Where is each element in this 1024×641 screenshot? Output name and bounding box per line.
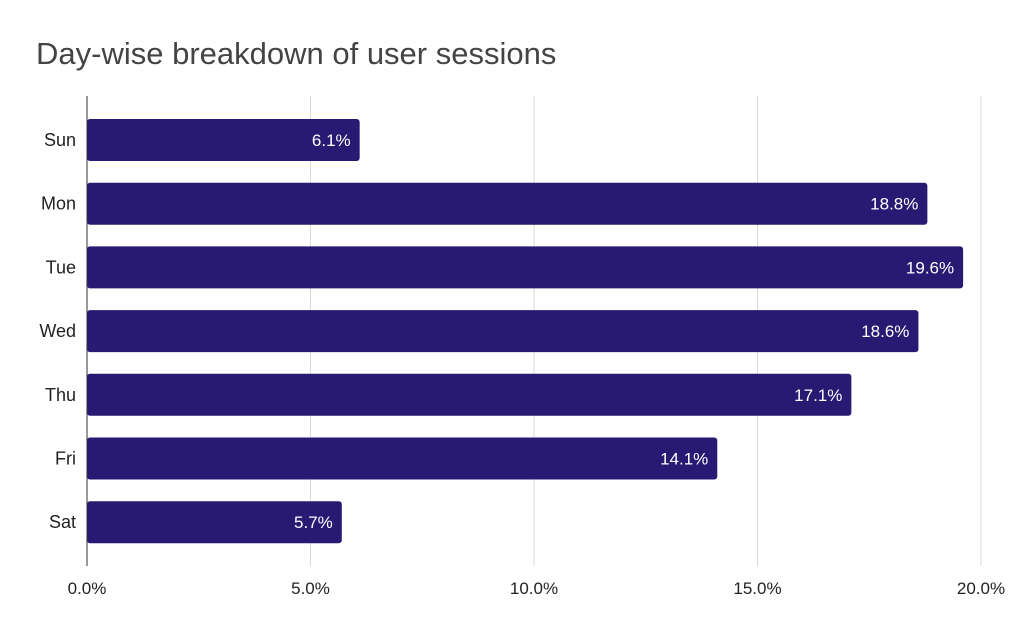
bar-wed [87,310,919,353]
category-label-sun: Sun [44,130,76,150]
bar-sun [87,119,360,161]
chart-title: Day-wise breakdown of user sessions [36,36,557,71]
bar-tue [87,246,964,289]
bar-thu [87,373,852,416]
category-label-wed: Wed [39,321,76,341]
data-label-tue: 19.6% [906,258,954,277]
data-label-wed: 18.6% [861,322,909,341]
data-label-mon: 18.8% [870,195,918,214]
bar-fri [87,437,718,480]
category-label-mon: Mon [41,194,76,214]
bar-sat [87,501,342,544]
labels: 0.0% 5.0% 10.0% 15.0% 20.0% 6.1% Sun 18.8% Mon 19… [39,130,1005,598]
x-tick-label: 20.0% [957,579,1005,598]
x-tick-label: 0.0% [68,579,107,598]
x-tick-label: 15.0% [733,579,781,598]
data-label-sun: 6.1% [312,131,351,150]
category-label-thu: Thu [45,385,76,405]
category-label-fri: Fri [55,449,76,469]
bar-mon [87,182,928,225]
bars [87,119,964,544]
data-label-thu: 17.1% [794,386,842,405]
category-label-sat: Sat [49,512,76,532]
x-tick-label: 10.0% [510,579,558,598]
category-label-tue: Tue [46,257,76,277]
data-label-fri: 14.1% [660,450,708,469]
data-label-sat: 5.7% [294,513,333,532]
x-tick-label: 5.0% [291,579,330,598]
